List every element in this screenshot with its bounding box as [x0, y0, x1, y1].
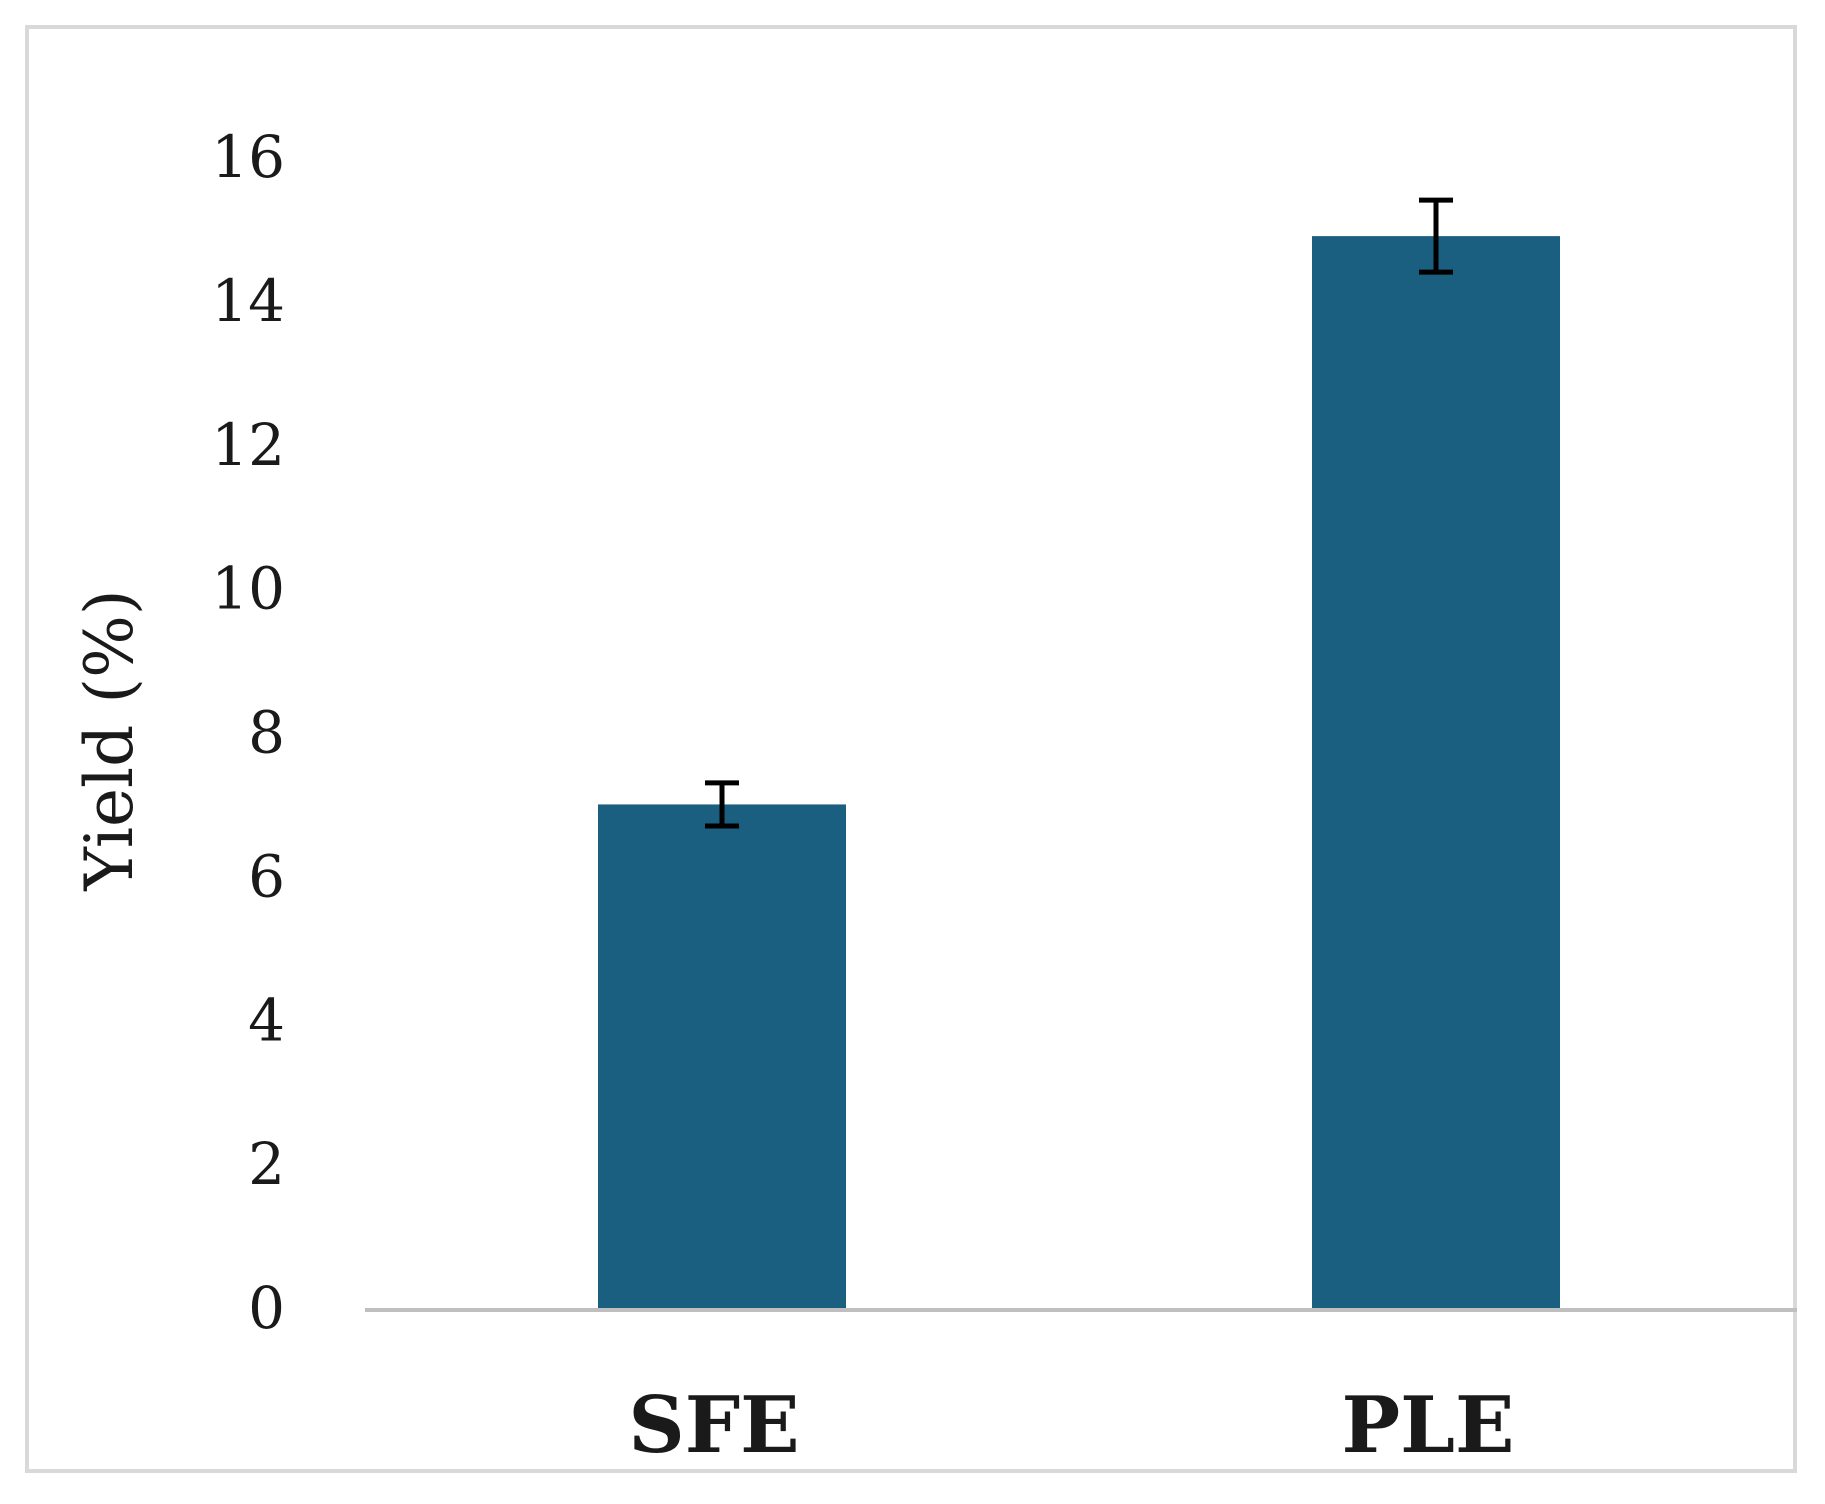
y-axis-ticks: 0 2 4 6 8 10 12 14 16 — [211, 123, 285, 1342]
y-tick-label: 6 — [248, 842, 285, 910]
y-tick-label: 12 — [211, 411, 285, 479]
y-tick-label: 16 — [211, 123, 285, 191]
y-tick-label: 8 — [248, 699, 285, 767]
x-axis-labels: SFE PLE — [628, 1380, 1514, 1471]
bars — [598, 197, 1560, 1309]
bar-ple — [1312, 236, 1560, 1309]
y-tick-label: 10 — [211, 555, 285, 623]
error-bar-sfe — [705, 780, 739, 829]
error-bar-ple — [1419, 197, 1453, 275]
y-tick-label: 2 — [248, 1130, 285, 1198]
x-category-label: SFE — [628, 1380, 799, 1471]
y-tick-label: 0 — [248, 1274, 285, 1342]
bar-sfe — [598, 804, 846, 1308]
x-category-label: PLE — [1342, 1380, 1515, 1471]
y-tick-label: 14 — [211, 267, 285, 335]
y-tick-label: 4 — [248, 986, 285, 1054]
y-axis-title: Yield (%) — [71, 589, 148, 891]
